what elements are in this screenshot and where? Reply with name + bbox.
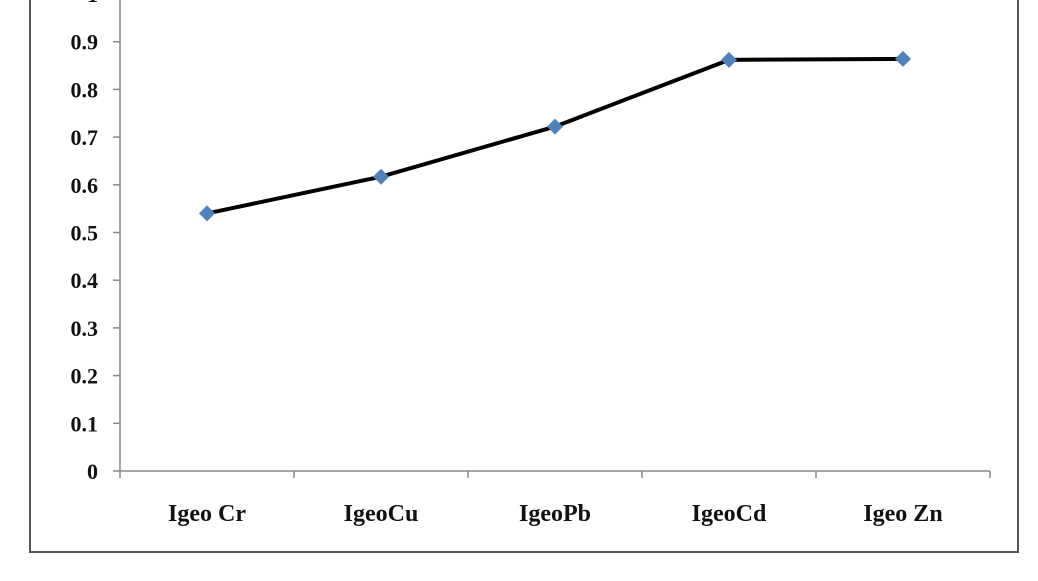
y-tick-label: 0.8 xyxy=(71,77,99,102)
y-tick-label: 0.1 xyxy=(71,411,99,436)
y-tick-label: 0.2 xyxy=(71,364,99,389)
data-point-marker xyxy=(373,168,389,185)
data-point-marker xyxy=(895,50,911,67)
y-tick-label: 1 xyxy=(87,0,98,7)
x-category-label: Igeo Zn xyxy=(863,501,942,527)
data-point-marker xyxy=(721,51,737,68)
chart-frame xyxy=(29,0,1019,553)
y-tick-label: 0.5 xyxy=(71,221,99,246)
series-line xyxy=(206,56,904,216)
y-tick-label: 0.3 xyxy=(71,316,99,341)
data-point-marker xyxy=(199,205,215,222)
x-category-label: IgeoCd xyxy=(692,501,767,527)
x-axis-ticks: Igeo Cr IgeoCu IgeoPb IgeoCd Igeo Zn xyxy=(119,471,991,527)
x-category-label: IgeoPb xyxy=(519,501,591,527)
y-tick-label: 0 xyxy=(87,459,98,484)
data-point-marker xyxy=(547,118,563,135)
y-tick-label: 0.7 xyxy=(71,125,99,150)
x-category-label: IgeoCu xyxy=(344,501,419,527)
y-axis-ticks: 0 0.1 0.2 0.3 0.4 0.5 0.6 0.7 0.8 0.9 1 xyxy=(71,0,120,484)
y-tick-label: 0.9 xyxy=(71,30,99,55)
y-tick-label: 0.4 xyxy=(71,268,99,293)
x-category-label: Igeo Cr xyxy=(168,501,246,527)
series-layer xyxy=(199,50,911,222)
y-tick-label: 0.6 xyxy=(71,173,99,198)
